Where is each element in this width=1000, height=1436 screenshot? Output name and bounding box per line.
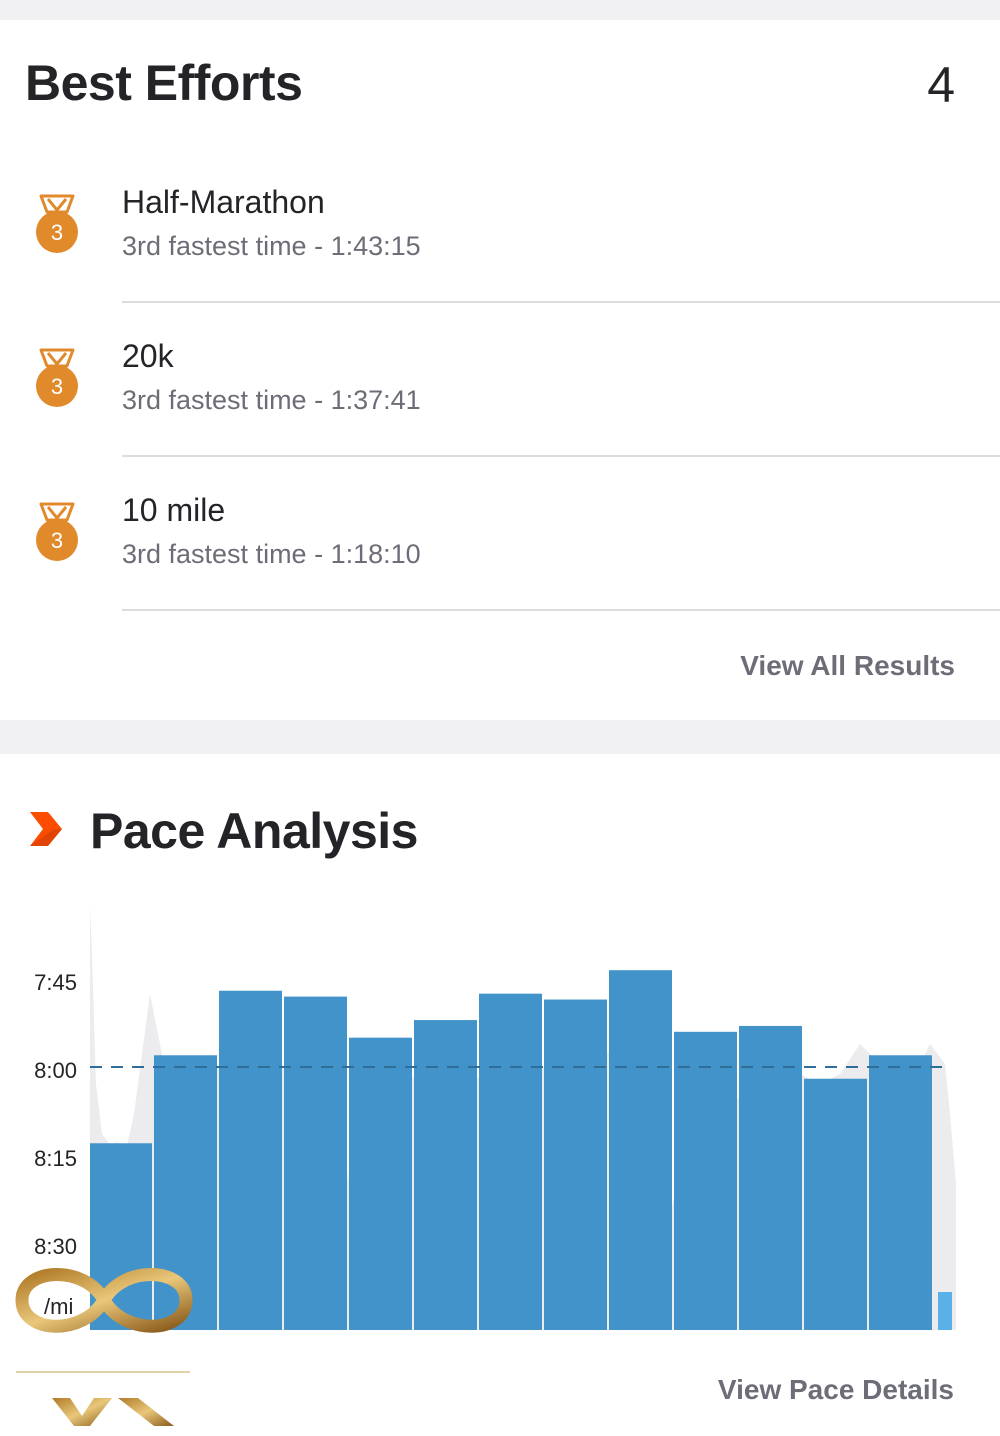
effort-name: 20k xyxy=(122,338,174,374)
pace-bar[interactable] xyxy=(938,1292,952,1330)
pace-bar[interactable] xyxy=(739,1025,802,1330)
view-all-results-link[interactable]: View All Results xyxy=(740,650,955,681)
effort-row-20k[interactable]: 3 20k 3rd fastest time - 1:37:41 xyxy=(0,304,1000,458)
y-tick-label: 7:45 xyxy=(34,970,77,995)
pace-bars xyxy=(90,970,952,1330)
y-tick-label: 8:15 xyxy=(34,1146,77,1171)
medal-rank: 3 xyxy=(51,220,63,245)
medal-icon: 3 xyxy=(36,502,78,561)
best-efforts-count: 4 xyxy=(927,57,955,113)
view-pace-details-link[interactable]: View Pace Details xyxy=(717,1374,954,1405)
pace-bar[interactable] xyxy=(674,1031,737,1330)
medal-rank: 3 xyxy=(51,374,63,399)
y-unit-label: /mi xyxy=(44,1294,73,1319)
pace-bar[interactable] xyxy=(414,1020,477,1330)
pace-analysis-title: Pace Analysis xyxy=(90,803,418,859)
effort-row-10-mile[interactable]: 3 10 mile 3rd fastest time - 1:18:10 xyxy=(0,458,1000,612)
medal-icon: 3 xyxy=(36,194,78,253)
effort-name: 10 mile xyxy=(122,492,226,528)
divider xyxy=(122,301,1000,303)
divider xyxy=(122,609,1000,611)
pace-bar[interactable] xyxy=(219,990,282,1330)
effort-name: Half-Marathon xyxy=(122,184,325,220)
medal-rank: 3 xyxy=(51,528,63,553)
effort-detail: 3rd fastest time - 1:18:10 xyxy=(122,539,421,569)
effort-detail: 3rd fastest time - 1:37:41 xyxy=(122,385,421,415)
medal-icon: 3 xyxy=(36,348,78,407)
pace-analysis-card: Pace Analysis 7:45 8:00 8:15 8:30 /mi Vi… xyxy=(0,754,1000,1436)
pace-bar[interactable] xyxy=(804,1078,867,1330)
effort-detail: 3rd fastest time - 1:43:15 xyxy=(122,231,421,261)
y-tick-label: 8:00 xyxy=(34,1058,77,1083)
divider xyxy=(122,455,1000,457)
pace-bar[interactable] xyxy=(869,1055,932,1330)
y-tick-label: 8:30 xyxy=(34,1234,77,1259)
effort-row-half-marathon[interactable]: 3 Half-Marathon 3rd fastest time - 1:43:… xyxy=(0,150,1000,304)
pace-bar[interactable] xyxy=(349,1037,412,1330)
pace-bar[interactable] xyxy=(284,996,347,1330)
y-axis-ticks: 7:45 8:00 8:15 8:30 /mi xyxy=(34,970,77,1319)
pace-bar[interactable] xyxy=(544,999,607,1330)
best-efforts-title: Best Efforts xyxy=(25,55,303,111)
pace-bar[interactable] xyxy=(479,993,542,1330)
watermark-logo xyxy=(15,1268,193,1426)
pace-chart: 7:45 8:00 8:15 8:30 /mi xyxy=(34,904,956,1330)
chevron-right-icon xyxy=(30,812,62,846)
best-efforts-card: Best Efforts 4 3 Half-Marathon 3rd faste… xyxy=(0,20,1000,720)
pace-bar[interactable] xyxy=(609,970,672,1330)
